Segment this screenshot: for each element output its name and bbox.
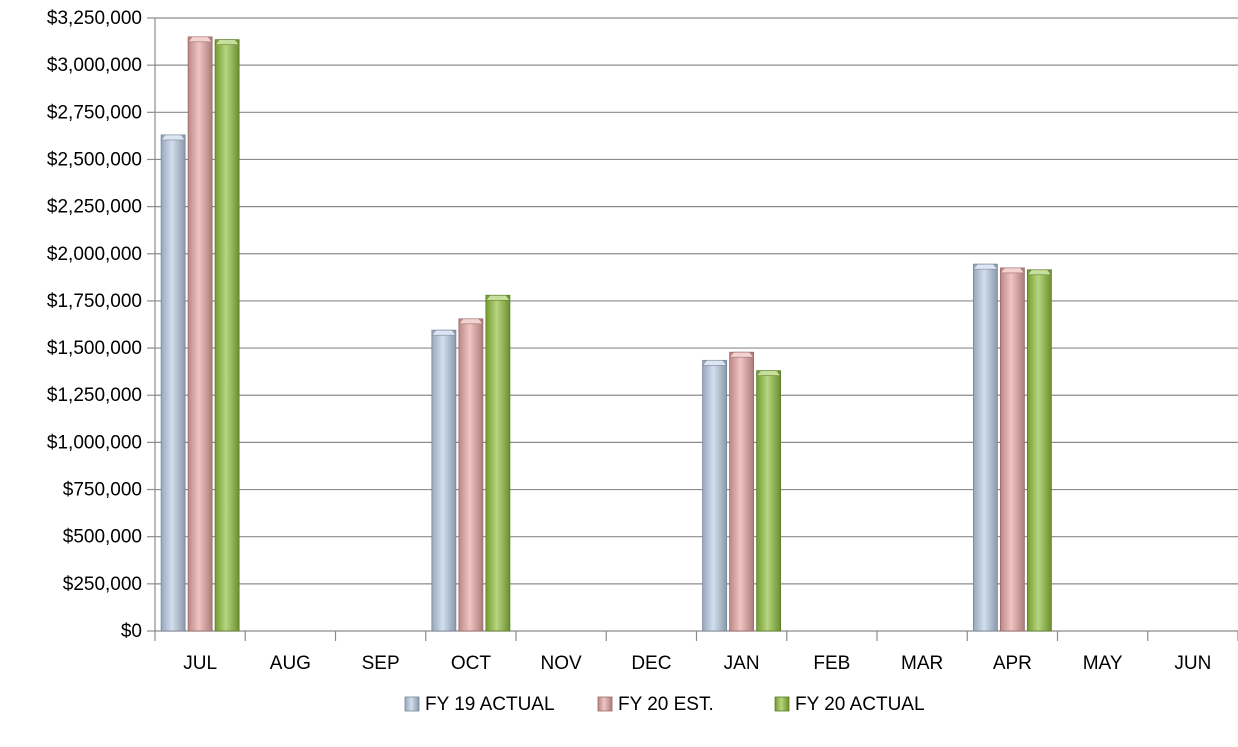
legend-label: FY 20 ACTUAL — [795, 694, 925, 715]
y-tick-label: $250,000 — [63, 574, 142, 595]
y-tick-label: $2,750,000 — [47, 102, 142, 123]
x-axis: JUL AUG SEP OCT NOV DEC JAN FEB MAR APR MAY JUN — [154, 630, 1238, 674]
y-tick-label: $2,000,000 — [47, 244, 142, 265]
legend-swatch — [774, 696, 790, 712]
y-tick-label: $750,000 — [63, 480, 142, 501]
x-tick-label: OCT — [451, 653, 492, 674]
x-tick-label: APR — [993, 653, 1032, 674]
legend-swatch — [404, 696, 420, 712]
gridlines — [155, 17, 1238, 585]
x-tick-label: JUL — [183, 653, 217, 674]
y-tick-label: $2,500,000 — [47, 149, 142, 170]
bar — [187, 36, 213, 632]
bar — [972, 263, 998, 632]
y-tick-label: $500,000 — [63, 527, 142, 548]
bar — [1026, 269, 1052, 632]
legend-label: FY 19 ACTUAL — [425, 694, 555, 715]
x-tick-label: JUN — [1174, 653, 1211, 674]
y-tick-label: $3,000,000 — [47, 55, 142, 76]
legend-item: FY 20 EST. — [597, 694, 714, 715]
bar — [214, 39, 240, 632]
x-tick-label: MAR — [901, 653, 943, 674]
legend-label: FY 20 EST. — [618, 694, 714, 715]
bar — [756, 370, 782, 632]
bar — [458, 318, 484, 632]
x-tick-label: MAY — [1083, 653, 1123, 674]
y-tick-label: $1,250,000 — [47, 385, 142, 406]
bar — [729, 351, 755, 632]
y-tick-label: $1,000,000 — [47, 432, 142, 453]
legend-item: FY 20 ACTUAL — [774, 694, 925, 715]
x-tick-label: SEP — [362, 653, 400, 674]
legend: FY 19 ACTUAL FY 20 EST. FY 20 ACTUAL — [404, 694, 925, 715]
bar — [485, 294, 511, 632]
x-tick-label: NOV — [541, 653, 583, 674]
y-tick-label: $3,250,000 — [47, 8, 142, 29]
bar — [431, 329, 457, 632]
x-tick-label: DEC — [631, 653, 671, 674]
x-tick-label: FEB — [813, 653, 850, 674]
legend-item: FY 19 ACTUAL — [404, 694, 555, 715]
y-tick-label: $1,750,000 — [47, 291, 142, 312]
bars — [160, 36, 1052, 632]
y-axis: $0 $250,000 $500,000 $750,000 $1,000,000 $1,2… — [47, 8, 156, 642]
y-tick-label: $2,250,000 — [47, 197, 142, 218]
bar — [702, 359, 728, 632]
y-tick-label: $1,500,000 — [47, 338, 142, 359]
y-tick-label: $0 — [121, 621, 142, 642]
legend-swatch — [597, 696, 613, 712]
bar — [160, 134, 186, 632]
bar — [999, 267, 1025, 632]
x-tick-label: AUG — [270, 653, 311, 674]
x-tick-label: JAN — [724, 653, 760, 674]
